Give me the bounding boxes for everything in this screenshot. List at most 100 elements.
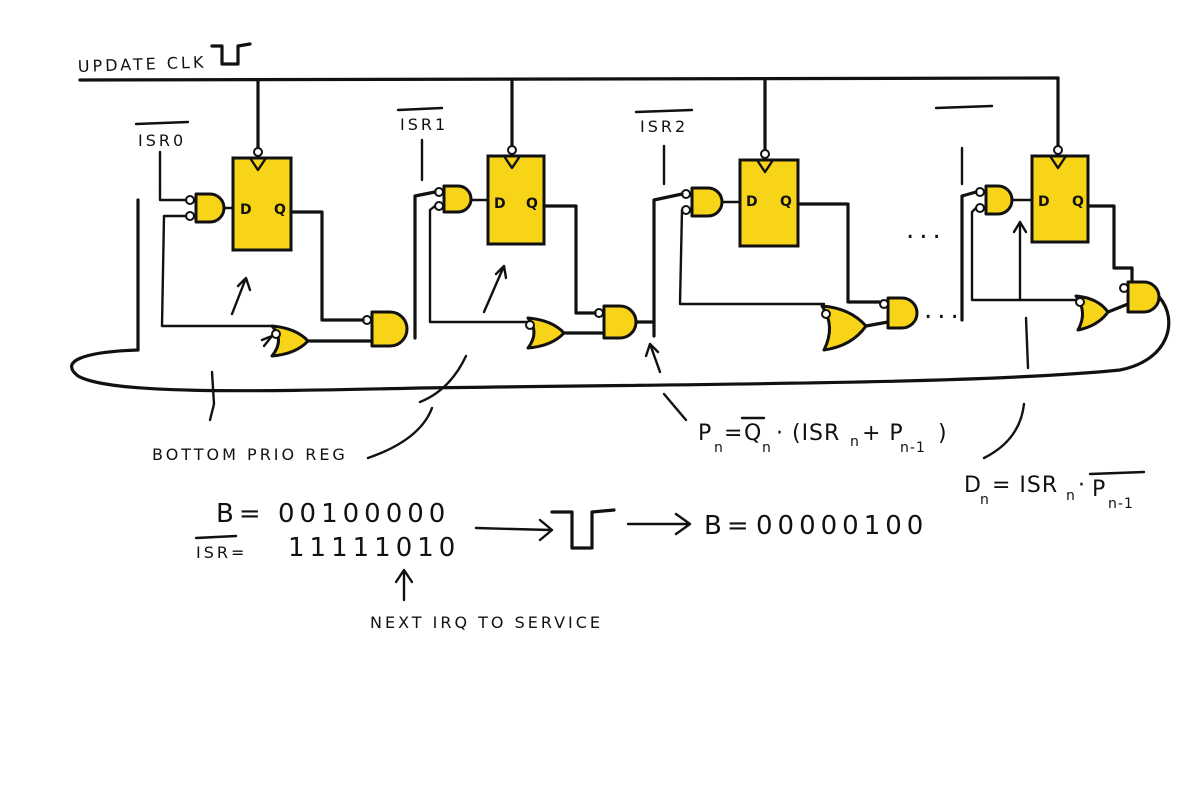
isr-overbar-1 <box>396 106 444 112</box>
wire-q-to-out-0 <box>289 210 365 322</box>
wire-prev-branch-0 <box>160 214 274 328</box>
dn-eq-mid-sub: n <box>1066 488 1076 504</box>
example-b-value: 00100000 <box>278 499 450 529</box>
isr-overbar-2 <box>634 108 694 114</box>
arrow-to-ff-1 <box>482 264 508 314</box>
clock-bubble-0 <box>248 156 268 172</box>
stage-0: ISR0 D Q <box>134 120 409 358</box>
example-b-result-value: 00000100 <box>756 511 928 541</box>
feedback-loop <box>70 296 1171 393</box>
wire-d-probe-7 <box>1012 220 1028 302</box>
clock-bubble-7 <box>1048 154 1068 170</box>
example-b-label: B= <box>216 499 266 529</box>
wire-or-out-7 <box>1106 302 1130 314</box>
example-arrow-2 <box>626 512 692 536</box>
input-and-gate-7 <box>984 184 1014 216</box>
ff-q-label-7: Q <box>1072 194 1084 210</box>
output-and-gate-7 <box>1126 280 1161 314</box>
arrow-to-ff-0 <box>230 276 252 316</box>
clock-bus <box>78 76 1060 82</box>
pn-eq-close: ) <box>938 421 948 446</box>
pn-eq-lhs: P <box>698 421 712 446</box>
dn-eq-p: P <box>1092 477 1106 502</box>
example-b-result-label: B= <box>704 511 754 541</box>
ff-q-label-2: Q <box>780 194 792 210</box>
input-and-gate-1 <box>442 184 473 214</box>
clock-inv-7 <box>1053 145 1063 155</box>
next-irq-arrow <box>394 568 414 602</box>
clock-inv-1 <box>507 145 517 155</box>
example-clock-pulse <box>550 508 616 550</box>
isr-overbar-7 <box>934 104 994 110</box>
pn-eq-q-sub: n <box>762 440 772 456</box>
next-irq-label: NEXT IRQ TO SERVICE <box>370 613 603 632</box>
pointer-pn-tail <box>662 392 688 422</box>
wire-prev-branch-2 <box>678 208 826 306</box>
example-isr-overbar <box>194 534 238 540</box>
or-inv-7 <box>1075 297 1085 307</box>
or-inv-2 <box>821 309 831 319</box>
ff-d-label-1: D <box>494 196 506 212</box>
pn-eq-rhs: · (ISR <box>776 421 840 446</box>
dn-eq-p-sub: n-1 <box>1108 496 1134 512</box>
pointer-pn <box>644 342 662 374</box>
ff-q-label-0: Q <box>274 202 286 218</box>
wire-q-to-out-1 <box>542 204 597 315</box>
ff-d-label-0: D <box>240 202 252 218</box>
dn-eq-lhs: D <box>964 473 982 498</box>
dn-eq-dot: · <box>1078 473 1086 498</box>
pn-eq-rhs-mid: + P <box>862 421 904 446</box>
ff-d-label-2: D <box>746 194 758 210</box>
stage-7: D Q <box>934 104 1161 332</box>
clock-bubble-2 <box>755 158 775 174</box>
ff-q-label-1: Q <box>526 196 538 212</box>
worked-example: B= 00100000 ISR= 11111010 B= 00000100 NE… <box>194 499 928 632</box>
wire-prev-branch-1 <box>428 204 530 324</box>
pointer-dn <box>1024 316 1030 370</box>
isr-overbar-0 <box>134 120 190 126</box>
wire-q-to-out-7 <box>1086 204 1134 282</box>
wire-q-to-out-2 <box>796 202 882 304</box>
clock-inv-2 <box>760 149 770 159</box>
input-and-gate-2 <box>690 186 724 218</box>
pn-equation: P n = Q n · (ISR n + P n-1 ) <box>698 416 948 456</box>
pn-eq-rhs-sub1: n <box>850 434 860 450</box>
pn-eq-rhs-sub2: n-1 <box>900 440 926 456</box>
arrow-to-or-0 <box>260 334 274 348</box>
clock-bubble-1 <box>502 154 522 170</box>
bottom-prio-reg-label: BOTTOM PRIO REG <box>152 445 348 464</box>
pointer-dn-tail <box>982 402 1026 460</box>
pointer-bottom-prio-2 <box>366 406 434 460</box>
pointer-bottom-prio-0 <box>208 370 216 422</box>
stage-2: ISR2 D Q <box>634 108 919 352</box>
output-and-gate-2 <box>886 296 919 330</box>
output-inv-2 <box>879 299 889 309</box>
clock-inv-0 <box>253 147 263 157</box>
pn-eq-q: Q <box>744 421 762 446</box>
pn-eq-lhs-sub: n <box>714 440 724 456</box>
wire-or-out-2 <box>864 320 890 328</box>
output-inv-7 <box>1119 283 1129 293</box>
pn-eq-equals: = <box>724 421 743 446</box>
flipflop-0 <box>231 156 293 252</box>
or-gate-1 <box>526 316 566 350</box>
example-isr-label: ISR= <box>196 543 247 562</box>
wire-prev-in-2 <box>652 192 684 338</box>
pointer-bottom-prio-1 <box>418 354 468 404</box>
or-gate-0 <box>270 324 310 358</box>
or-inv-0 <box>271 329 281 339</box>
input-and-gate-0 <box>194 192 226 224</box>
dn-eq-p-overbar <box>1088 470 1146 476</box>
ellipsis-top: ... <box>906 215 946 245</box>
wire-isr-in-0 <box>158 188 188 202</box>
isr-label-1: ISR1 <box>400 115 448 134</box>
wire-prev-in-7 <box>960 190 978 322</box>
wire-prev-in-1 <box>413 190 437 340</box>
output-and-gate-0 <box>370 310 409 348</box>
example-arrow-1 <box>474 518 554 542</box>
ellipsis-bottom: ... <box>924 295 964 325</box>
isr-label-0: ISR0 <box>138 131 186 150</box>
isr-label-2: ISR2 <box>640 117 688 136</box>
flipflop-7 <box>1030 154 1090 244</box>
